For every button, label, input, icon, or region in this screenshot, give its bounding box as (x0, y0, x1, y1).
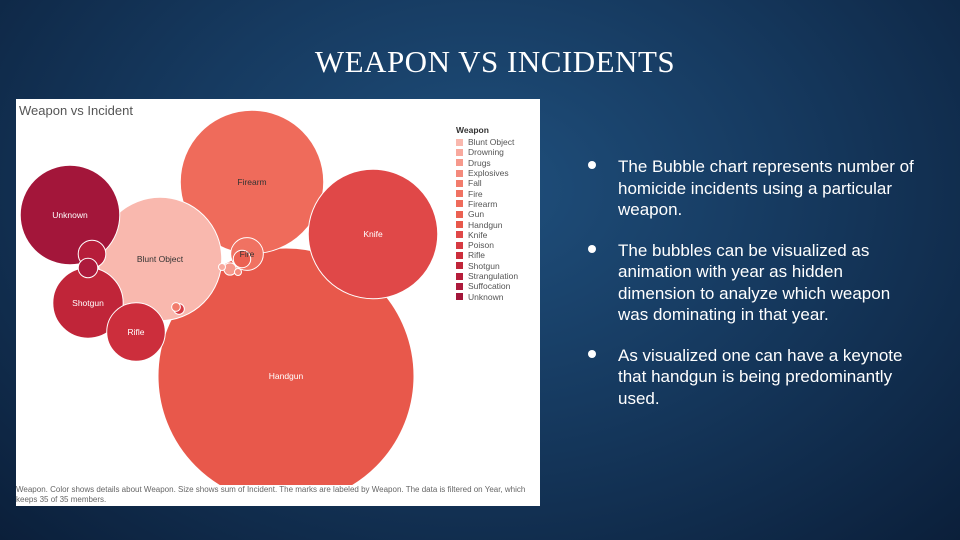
legend-label: Drugs (468, 157, 491, 168)
legend-item-fire[interactable]: Fire (456, 188, 518, 199)
legend-item-drugs[interactable]: Drugs (456, 158, 518, 168)
legend-item-drowning[interactable]: Drowning (456, 147, 518, 157)
legend-label: Drowning (468, 147, 504, 158)
bubble-label-shotgun: Shotgun (72, 298, 104, 308)
legend-title: Weapon (456, 125, 489, 135)
bubble-explosives[interactable] (234, 268, 242, 276)
slide-title: WEAPON VS INCIDENTS (314, 44, 676, 79)
bubble-handgun[interactable] (157, 247, 415, 485)
bullet-icon (588, 161, 596, 169)
bubble-label-rifle: Rifle (127, 327, 144, 337)
legend-swatch (456, 251, 463, 259)
legend-swatch (456, 262, 463, 270)
bubble-label-firearm: Firearm (237, 177, 266, 187)
bubble-suffocation[interactable] (77, 257, 99, 279)
legend-swatch (456, 159, 463, 167)
bullet-list: The Bubble chart represents number of ho… (588, 156, 918, 428)
bubble-gun[interactable] (232, 249, 252, 269)
legend-item-handgun[interactable]: Handgun (456, 219, 518, 230)
bubble-label-handgun: Handgun (269, 371, 304, 381)
chart-panel: Weapon vs Incident Handgun Firearm Knife Bl… (16, 99, 540, 506)
legend-swatch (456, 190, 463, 198)
bubble-unknown[interactable] (19, 164, 121, 266)
bullet-item: As visualized one can have a keynote tha… (588, 345, 918, 410)
legend-swatch (456, 200, 463, 208)
bubble-fall[interactable] (171, 302, 181, 312)
bubble-drowning[interactable] (218, 263, 226, 271)
legend-swatch (456, 272, 463, 280)
chart-title: Weapon vs Incident (19, 103, 133, 118)
legend-item-suffocation[interactable]: Suffocation (456, 281, 518, 291)
legend-item-shotgun[interactable]: Shotgun (456, 261, 518, 271)
legend-label: Blunt Object (468, 137, 515, 148)
legend-swatch (456, 210, 463, 218)
legend: Weapon Blunt Object Drowning Drugs Explosiv… (456, 125, 518, 302)
legend-label: Shotgun (468, 260, 500, 271)
bullet-icon (588, 244, 596, 253)
bubble-knife[interactable] (307, 168, 439, 300)
legend-item-strangulation[interactable]: Strangulation (456, 271, 518, 281)
legend-swatch (456, 241, 463, 249)
bubble-label-blunt-object: Blunt Object (137, 254, 184, 264)
legend-item-gun[interactable]: Gun (456, 209, 518, 219)
legend-label: Firearm (468, 198, 498, 209)
legend-item-fall[interactable]: Fall (456, 178, 518, 188)
legend-swatch (456, 169, 463, 177)
legend-label: Gun (468, 209, 485, 220)
legend-item-explosives[interactable]: Explosives (456, 168, 518, 178)
legend-label: Unknown (468, 291, 504, 302)
chart-caption: Weapon. Color shows details about Weapon… (16, 485, 526, 504)
legend-swatch (456, 179, 463, 187)
bullet-item: The bubbles can be visualized as animati… (588, 240, 918, 326)
legend-item-knife[interactable]: Knife (456, 230, 518, 240)
legend-swatch (456, 221, 463, 229)
legend-item-firearm[interactable]: Firearm (456, 199, 518, 209)
legend-label: Strangulation (468, 271, 519, 281)
legend-label: Fall (468, 178, 482, 189)
legend-label: Handgun (468, 219, 503, 230)
legend-swatch (456, 148, 463, 156)
bubble-chart: Handgun Firearm Knife Blunt Object Unknown Sh… (19, 109, 439, 485)
legend-swatch (456, 138, 463, 146)
legend-item-blunt-object[interactable]: Blunt Object (456, 137, 518, 147)
bullet-icon (588, 349, 596, 358)
legend-swatch (456, 231, 463, 239)
bubble-label-knife: Knife (363, 229, 383, 239)
bubble-label-unknown: Unknown (52, 210, 88, 220)
legend-swatch (456, 282, 463, 290)
legend-label: Poison (468, 240, 494, 251)
bubble-label-fire: Fire (240, 249, 255, 259)
legend-label: Rifle (468, 250, 486, 261)
legend-swatch (456, 293, 463, 301)
legend-label: Explosives (468, 168, 509, 179)
legend-item-unknown[interactable]: Unknown (456, 291, 518, 302)
legend-item-poison[interactable]: Poison (456, 240, 518, 250)
legend-item-rifle[interactable]: Rifle (456, 250, 518, 260)
bullet-item: The Bubble chart represents number of ho… (588, 156, 918, 221)
legend-label: Knife (468, 229, 488, 240)
bubble-rifle[interactable] (106, 302, 166, 362)
legend-label: Fire (468, 188, 483, 199)
legend-label: Suffocation (468, 281, 511, 292)
